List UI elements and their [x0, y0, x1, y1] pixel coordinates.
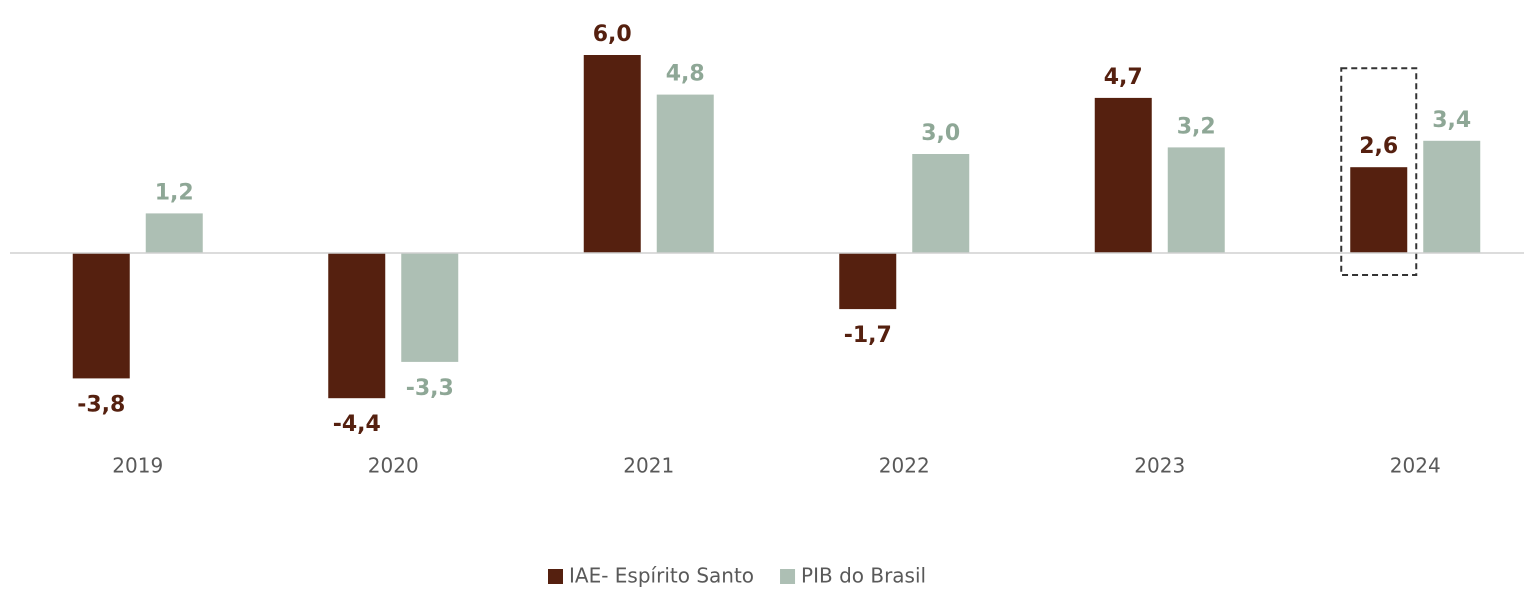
data-label: -1,7	[844, 323, 892, 348]
x-tick-label: 2019	[112, 454, 163, 478]
bar	[1167, 147, 1225, 253]
data-label: 6,0	[593, 22, 632, 47]
x-tick-label: 2022	[879, 454, 930, 478]
data-label: 1,2	[155, 180, 194, 205]
bar	[1350, 167, 1408, 253]
data-label: 3,0	[921, 121, 960, 146]
bar	[1094, 97, 1152, 254]
data-label: 3,4	[1432, 108, 1471, 133]
data-label: 4,8	[666, 62, 705, 87]
bar	[328, 253, 386, 399]
data-label: 4,7	[1104, 65, 1143, 90]
data-label: -3,8	[77, 392, 125, 417]
bar	[656, 94, 714, 253]
x-tick-label: 2023	[1134, 454, 1185, 478]
x-tick-label: 2021	[623, 454, 674, 478]
highlight-box	[1340, 67, 1418, 276]
data-label: -3,3	[406, 376, 454, 401]
bar	[401, 253, 459, 362]
bar	[583, 55, 641, 253]
data-label: -4,4	[333, 412, 381, 437]
legend-swatch	[780, 569, 796, 584]
data-label: 2,6	[1359, 134, 1398, 159]
bar	[839, 253, 897, 310]
legend-label: IAE- Espírito Santo	[569, 564, 754, 588]
legend-swatch	[548, 569, 563, 584]
x-tick-label: 2020	[368, 454, 419, 478]
x-tick-label: 2024	[1390, 454, 1441, 478]
bar	[912, 154, 970, 253]
legend-label: PIB do Brasil	[801, 564, 926, 588]
bar	[145, 213, 203, 253]
bar	[1423, 140, 1481, 253]
data-label: 3,2	[1177, 114, 1216, 139]
bar	[72, 253, 130, 379]
